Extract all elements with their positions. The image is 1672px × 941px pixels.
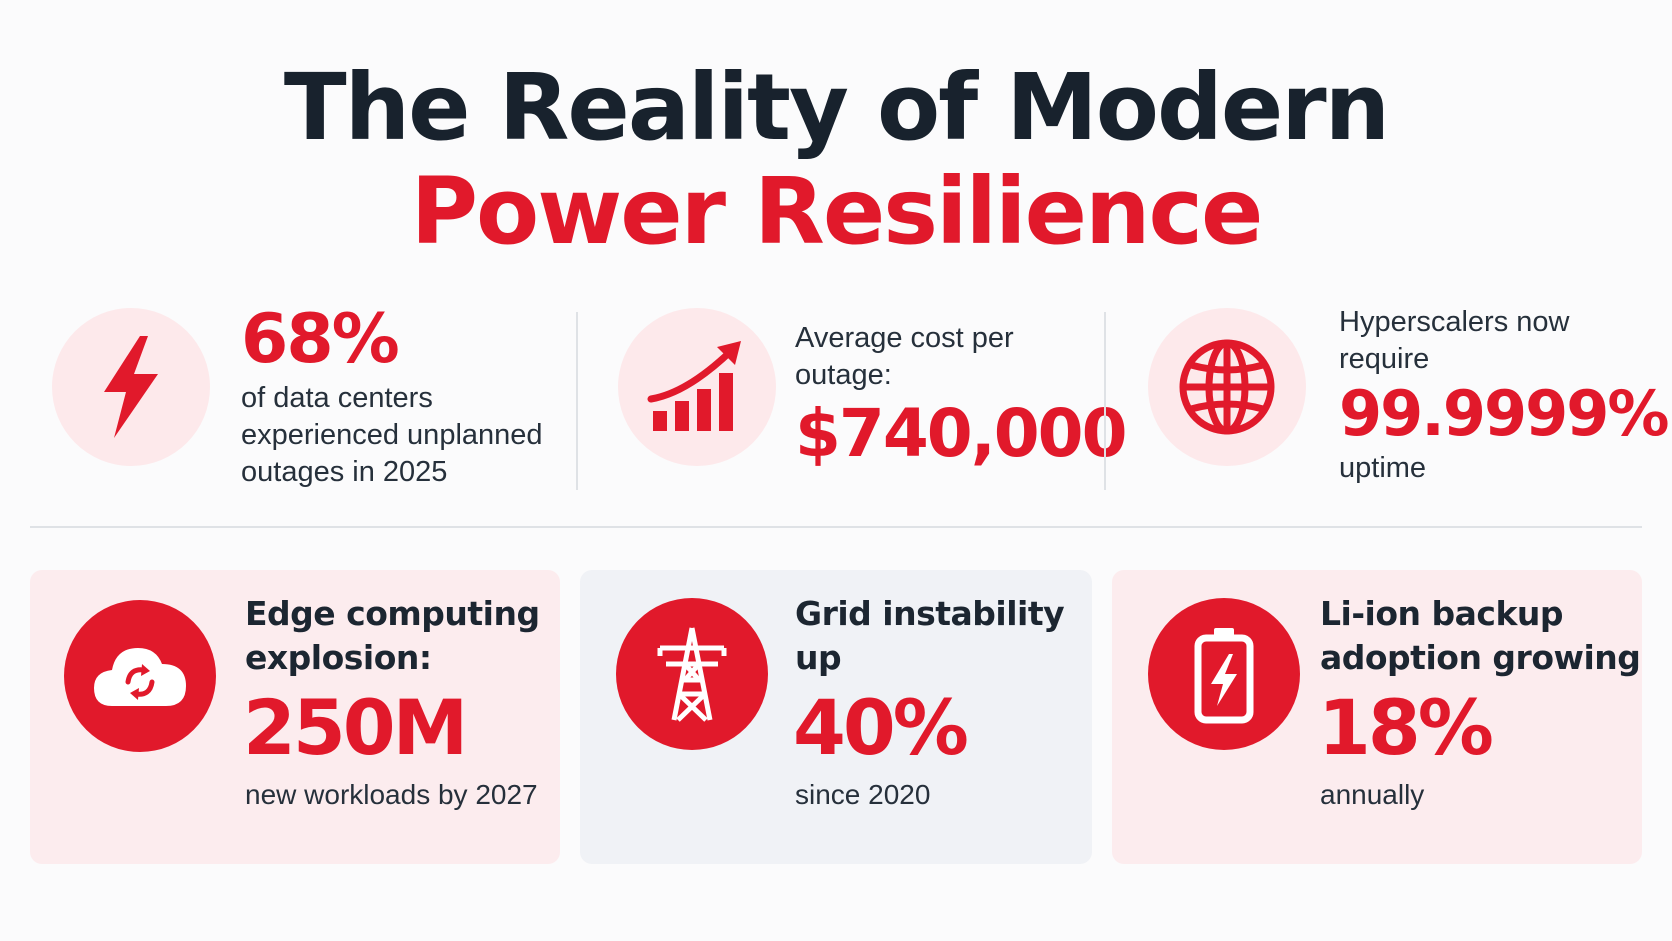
stat-cost-line2: outage:: [795, 359, 892, 391]
stat-uptime-line3: uptime: [1339, 452, 1427, 484]
stat-outages-line2: experienced unplanned: [241, 419, 543, 451]
card-grid-head: Grid instability up: [795, 592, 1065, 680]
card-grid-head2: up: [795, 638, 842, 677]
stat-cost-line1: Average cost per: [795, 322, 1014, 354]
stat-outages-value: 68%: [241, 300, 400, 379]
card-edge-circle: [64, 600, 216, 752]
card-edge-value: 250M: [243, 683, 468, 772]
section-divider: [30, 526, 1642, 528]
divider-1: [576, 312, 578, 490]
stat-outages-line1: of data centers: [241, 382, 433, 414]
card-li-ion-head2: adoption growing: [1320, 638, 1641, 677]
stat-cost: Average cost per outage: $740,000: [795, 320, 1128, 474]
card-grid-circle: [616, 598, 768, 750]
stat-outages: 68% of data centers experienced unplanne…: [241, 300, 543, 491]
rising-bar-chart-icon: [647, 341, 741, 431]
stat-cost-value: $740,000: [795, 395, 1128, 472]
card-grid-head1: Grid instability: [795, 594, 1065, 633]
card-grid-value: 40%: [793, 683, 969, 772]
title-line-1: The Reality of Modern: [283, 54, 1390, 161]
power-tower-icon: [657, 627, 727, 722]
stat-uptime-line2: require: [1339, 343, 1430, 375]
card-li-ion-head: Li-ion backup adoption growing: [1320, 592, 1641, 680]
stat-circle-outages: [52, 308, 210, 466]
card-li-ion-circle: [1148, 598, 1300, 750]
card-edge-head: Edge computing explosion:: [245, 592, 540, 680]
card-edge-head2: explosion:: [245, 638, 432, 677]
stat-circle-uptime: [1148, 308, 1306, 466]
card-grid-sub: since 2020: [795, 779, 931, 810]
lightning-bolt-icon: [104, 336, 158, 438]
card-edge-computing: Edge computing explosion: 250M new workl…: [30, 570, 560, 864]
cloud-sync-icon: [94, 648, 186, 706]
card-edge-sub: new workloads by 2027: [245, 779, 538, 810]
stat-uptime: Hyperscalers now require 99.9999% uptime: [1339, 304, 1670, 487]
globe-icon: [1179, 339, 1275, 435]
card-edge-head1: Edge computing: [245, 594, 540, 633]
stat-uptime-value: 99.9999%: [1339, 377, 1670, 450]
stat-circle-cost: [618, 308, 776, 466]
card-li-ion-sub: annually: [1320, 779, 1425, 810]
stat-outages-line3: outages in 2025: [241, 456, 448, 488]
title-line-2: Power Resilience: [410, 158, 1264, 265]
divider-2: [1104, 312, 1106, 490]
card-li-ion: Li-ion backup adoption growing 18% annua…: [1112, 570, 1642, 864]
card-grid-instability: Grid instability up 40% since 2020: [580, 570, 1092, 864]
card-li-ion-value: 18%: [1318, 683, 1494, 772]
stat-uptime-line1: Hyperscalers now: [1339, 306, 1570, 338]
card-li-ion-head1: Li-ion backup: [1320, 594, 1564, 633]
battery-charging-icon: [1194, 628, 1254, 724]
